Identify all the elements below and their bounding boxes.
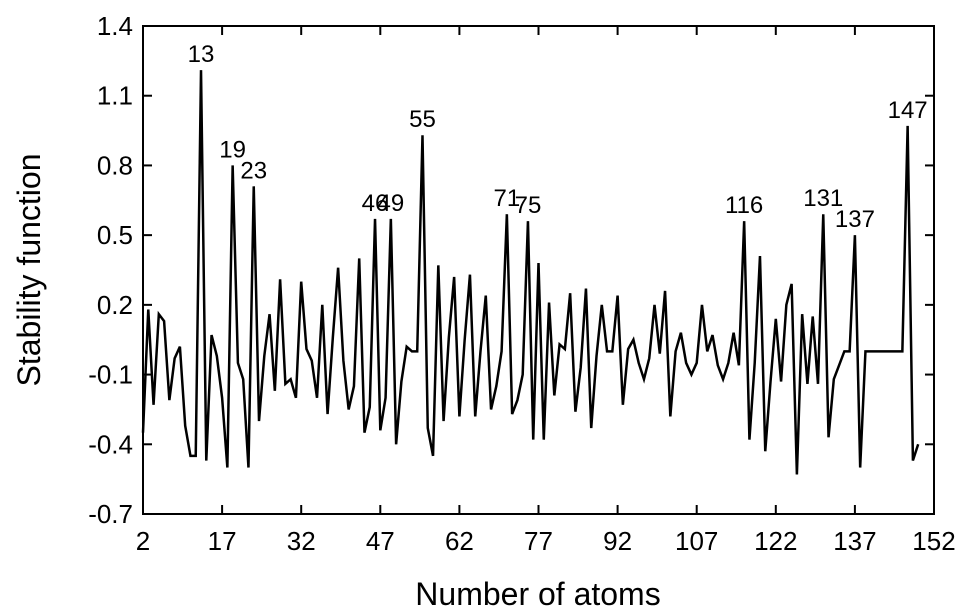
data-line: [141, 70, 920, 475]
y-tick-label: 0.5: [97, 220, 133, 250]
peak-label: 75: [515, 192, 542, 219]
x-tick-label: 62: [445, 526, 474, 556]
x-tick-label: 122: [754, 526, 797, 556]
peak-label: 137: [835, 206, 875, 233]
x-tick-label: 17: [208, 526, 237, 556]
y-tick-label: 0.2: [97, 290, 133, 320]
peak-label: 49: [377, 190, 404, 217]
x-tick-label: 77: [524, 526, 553, 556]
x-axis-title: Number of atoms: [415, 576, 660, 612]
y-axis-title: Stability function: [11, 153, 47, 386]
peak-label: 71: [494, 185, 521, 212]
x-tick-label: 137: [833, 526, 876, 556]
peak-label: 116: [725, 192, 763, 219]
peak-label: 13: [188, 41, 215, 68]
peak-label: 55: [409, 106, 436, 133]
peak-label: 131: [803, 185, 843, 212]
peak-label: 46: [362, 190, 389, 217]
peak-label: 23: [240, 157, 267, 184]
x-tick-label: 2: [136, 526, 150, 556]
y-tick-label: 1.4: [97, 11, 133, 41]
y-tick-label: 1.1: [97, 81, 133, 111]
peak-label: 19: [219, 136, 246, 163]
x-tick-label: 47: [366, 526, 395, 556]
x-tick-label: 152: [912, 526, 955, 556]
x-tick-label: 92: [603, 526, 632, 556]
x-tick-label: 107: [675, 526, 718, 556]
peak-label: 147: [888, 97, 928, 124]
y-tick-label: -0.7: [88, 499, 133, 529]
x-tick-label: 32: [287, 526, 316, 556]
y-tick-label: -0.4: [88, 429, 133, 459]
y-tick-label: -0.1: [88, 360, 133, 390]
y-tick-label: 0.8: [97, 150, 133, 180]
